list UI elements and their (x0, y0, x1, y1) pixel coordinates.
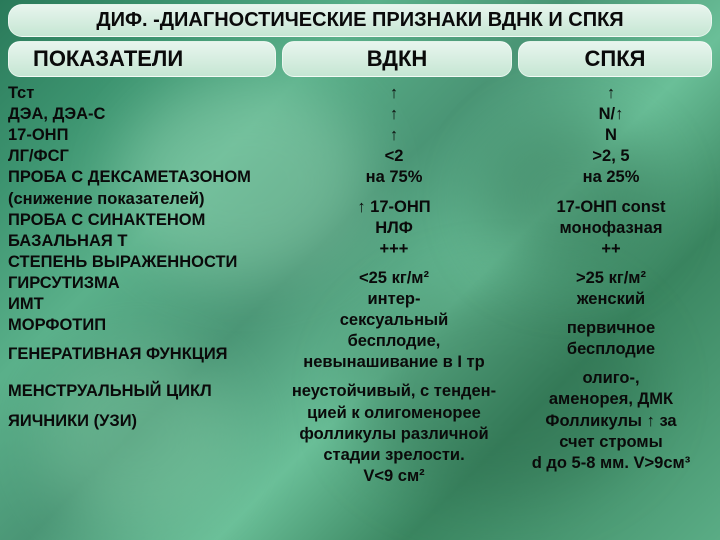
header-spkya: СПКЯ (518, 41, 712, 77)
vdkn-basal: НЛФ (278, 218, 510, 239)
vdkn-menstrual: неустойчивый, с тенден- цией к олигомено… (278, 381, 510, 423)
vdkn-tst: ↑ (278, 83, 510, 104)
vdkn-severity: +++ (278, 239, 510, 260)
spkya-column: ↑ N/↑ N >2, 5 на 25% 17-ОНП const монофа… (510, 83, 712, 487)
label-lgfsg: ЛГ/ФСГ (8, 146, 278, 167)
label-dexa: ПРОБА С ДЕКСАМЕТАЗОНОМ (8, 167, 278, 188)
spkya-ovaries: Фолликулы ↑ за счет стромы d до 5-8 мм. … (510, 411, 712, 474)
spkya-dexa: на 25% (510, 167, 712, 188)
vdkn-morphotype: интер- сексуальный (278, 289, 510, 331)
vdkn-dea: ↑ (278, 104, 510, 125)
label-basal: БАЗАЛЬНАЯ Т (8, 231, 278, 252)
vdkn-column: ↑ ↑ ↑ <2 на 75% ↑ 17-ОНП НЛФ +++ <25 кг/… (278, 83, 510, 487)
vdkn-ovaries: фолликулы различной стадии зрелости. V<9… (278, 424, 510, 487)
label-dexa-sub: (снижение показателей) (8, 189, 278, 210)
header-indicators: ПОКАЗАТЕЛИ (8, 41, 276, 77)
spkya-tst: ↑ (510, 83, 712, 104)
label-morphotype: МОРФОТИП (8, 315, 278, 336)
label-17onp: 17-ОНП (8, 125, 278, 146)
spkya-imt: >25 кг/м² (510, 268, 712, 289)
spkya-sinakten: 17-ОНП const (510, 197, 712, 218)
label-generative: ГЕНЕРАТИВНАЯ ФУНКЦИЯ (8, 344, 278, 365)
spkya-basal: монофазная (510, 218, 712, 239)
spkya-severity: ++ (510, 239, 712, 260)
vdkn-17onp: ↑ (278, 125, 510, 146)
label-severity: СТЕПЕНЬ ВЫРАЖЕННОСТИ (8, 252, 278, 273)
spkya-lgfsg: >2, 5 (510, 146, 712, 167)
label-tst: Тст (8, 83, 278, 104)
label-imt: ИМТ (8, 294, 278, 315)
vdkn-sinakten: ↑ 17-ОНП (278, 197, 510, 218)
label-dea: ДЭА, ДЭА-С (8, 104, 278, 125)
vdkn-imt: <25 кг/м² (278, 268, 510, 289)
labels-column: Тст ДЭА, ДЭА-С 17-ОНП ЛГ/ФСГ ПРОБА С ДЕК… (8, 83, 278, 487)
data-table: Тст ДЭА, ДЭА-С 17-ОНП ЛГ/ФСГ ПРОБА С ДЕК… (8, 83, 712, 487)
label-severity-sub: ГИРСУТИЗМА (8, 273, 278, 294)
spkya-menstrual: олиго-, аменорея, ДМК (510, 368, 712, 410)
vdkn-lgfsg: <2 (278, 146, 510, 167)
spkya-dea: N/↑ (510, 104, 712, 125)
header-vdkn: ВДКН (282, 41, 512, 77)
vdkn-generative: бесплодие, невынашивание в I тр (278, 331, 510, 373)
label-sinakten: ПРОБА С СИНАКТЕНОМ (8, 210, 278, 231)
spkya-generative: первичное бесплодие (510, 318, 712, 360)
title-text: ДИФ. -ДИАГНОСТИЧЕСКИЕ ПРИЗНАКИ ВДНК И СП… (96, 9, 623, 31)
spkya-morphotype: женский (510, 289, 712, 310)
label-menstrual: МЕНСТРУАЛЬНЫЙ ЦИКЛ (8, 381, 278, 402)
vdkn-dexa: на 75% (278, 167, 510, 188)
spkya-17onp: N (510, 125, 712, 146)
label-ovaries: ЯИЧНИКИ (УЗИ) (8, 411, 278, 432)
title-bar: ДИФ. -ДИАГНОСТИЧЕСКИЕ ПРИЗНАКИ ВДНК И СП… (8, 4, 712, 37)
header-row: ПОКАЗАТЕЛИ ВДКН СПКЯ (8, 41, 712, 77)
